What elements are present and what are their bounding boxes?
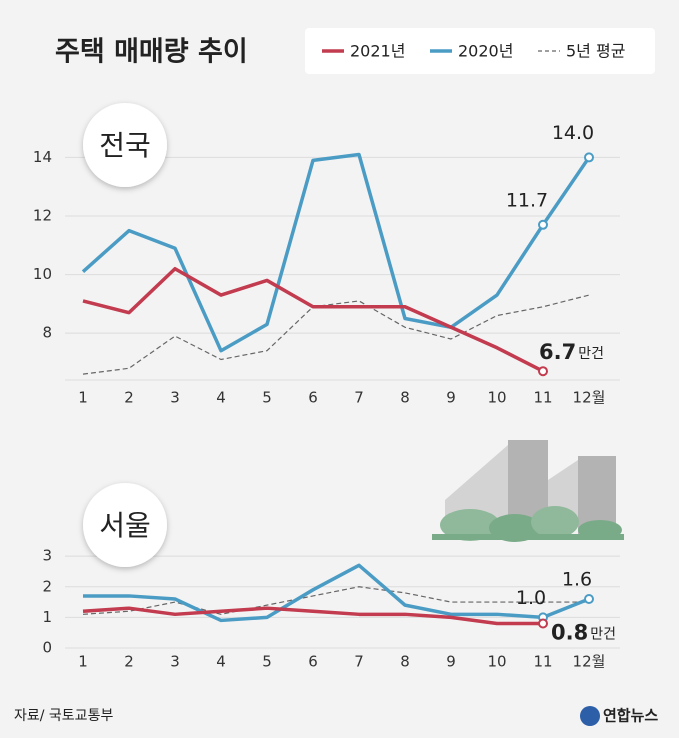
legend-box [305, 28, 655, 74]
value-unit: 만건 [590, 627, 616, 643]
value-label: 1.6 [562, 569, 592, 591]
section-title: 서울 [99, 509, 151, 542]
x-tick-label: 1 [78, 389, 88, 407]
y-tick-label: 10 [33, 265, 52, 283]
y-tick-label: 8 [42, 324, 52, 342]
legend-label: 5년 평균 [566, 42, 625, 61]
x-tick-label: 6 [308, 389, 318, 407]
value-label: 6.7 [539, 340, 576, 364]
x-tick-label: 9 [446, 653, 456, 671]
section-badge [83, 103, 167, 187]
point-marker [584, 152, 594, 163]
x-tick-label: 5 [262, 389, 272, 407]
value-unit: 만건 [578, 346, 604, 362]
x-tick-label: 2 [124, 653, 134, 671]
x-tick-label: 12월 [573, 653, 606, 671]
x-tick-label: 8 [400, 653, 410, 671]
series-line [82, 266, 544, 373]
source: 자료/ 국토교통부 [14, 708, 113, 724]
series-line [83, 563, 590, 623]
x-tick-label: 3 [170, 389, 180, 407]
page-title: 주택 매매량 추이 [55, 37, 248, 68]
section-title: 전국 [99, 129, 151, 162]
y-tick-label: 0 [42, 639, 52, 657]
y-tick-label: 1 [42, 608, 52, 626]
series-line [82, 586, 589, 615]
value-label: 1.0 [516, 587, 546, 609]
x-tick-label: 11 [533, 389, 552, 407]
x-tick-label: 8 [400, 389, 410, 407]
x-tick-label: 5 [262, 653, 272, 671]
x-tick-label: 3 [170, 653, 180, 671]
y-tick-label: 2 [42, 577, 52, 595]
x-tick-label: 4 [216, 389, 226, 407]
value-label: 14.0 [552, 122, 594, 144]
buildings [432, 440, 624, 542]
point-marker [538, 219, 548, 230]
y-tick-label: 12 [33, 207, 52, 225]
x-tick-label: 7 [354, 389, 364, 407]
x-tick-label: 10 [487, 653, 506, 671]
value-label: 11.7 [506, 189, 548, 211]
legend-label: 2021년 [350, 42, 405, 61]
x-tick-label: 10 [487, 389, 506, 407]
logo: 연합뉴스 [603, 707, 658, 725]
x-tick-label: 12월 [573, 389, 606, 407]
y-tick-label: 14 [33, 148, 52, 166]
section-badge [83, 483, 167, 567]
series-line [81, 152, 591, 353]
point-marker [584, 594, 594, 604]
point-marker [538, 618, 548, 629]
legend-label: 2020년 [458, 42, 513, 61]
logo-icon [580, 706, 600, 726]
x-tick-label: 2 [124, 389, 134, 407]
x-tick-label: 11 [533, 653, 552, 671]
y-tick-label: 3 [42, 547, 52, 565]
x-tick-label: 9 [446, 389, 456, 407]
series-line [82, 606, 543, 626]
x-tick-label: 1 [78, 653, 88, 671]
x-tick-label: 6 [308, 653, 318, 671]
value-label: 0.8 [551, 621, 588, 645]
point-marker [538, 366, 548, 377]
x-tick-label: 7 [354, 653, 364, 671]
x-tick-label: 4 [216, 653, 226, 671]
